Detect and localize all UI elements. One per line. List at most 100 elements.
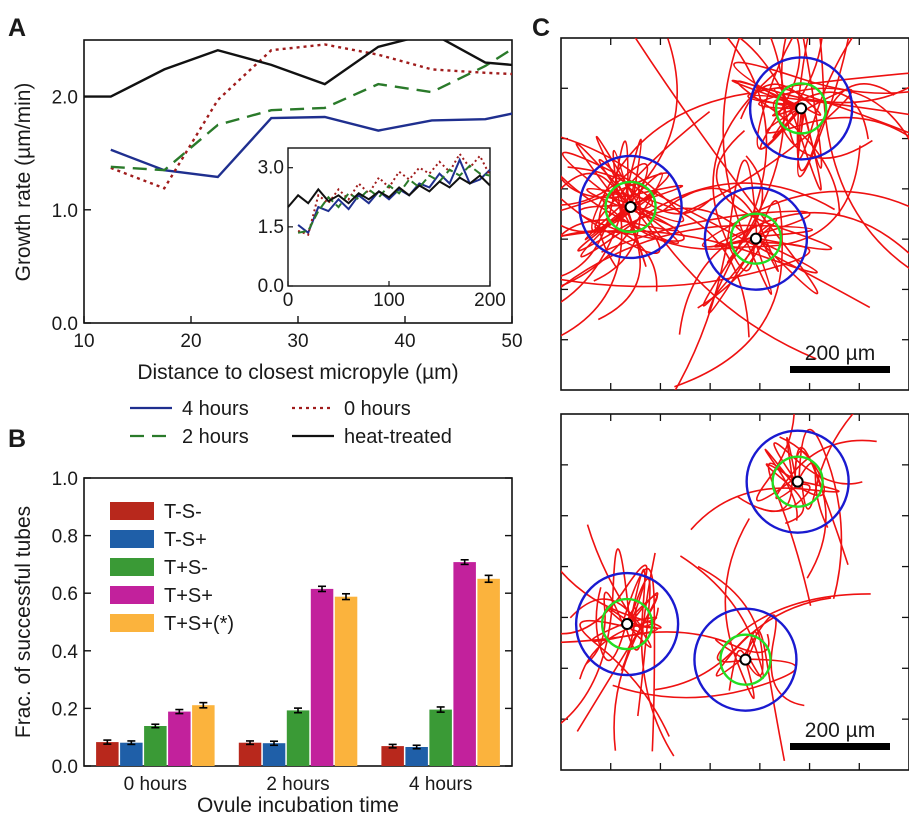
scale-bar-bottom (790, 743, 890, 750)
pollen-tube-trajectory (634, 38, 819, 295)
pollen-tube-trajectory (594, 110, 711, 230)
panel-b-category-label: 2 hours (266, 774, 329, 795)
panel-a-legend: 4 hours 0 hours 2 hours heat-treated (130, 398, 452, 448)
pollen-tube-trajectory (674, 159, 758, 390)
legend-label-t-s: T+S+ (164, 585, 213, 607)
pollen-tube-trajectory (798, 428, 843, 600)
legend-label-0-hours: 0 hours (344, 398, 411, 420)
micropyle-marker (624, 200, 637, 213)
legend-label-t-s: T+S+(*) (164, 613, 234, 635)
pollen-tube-trajectory (561, 172, 647, 267)
pollen-tube-trajectory (674, 200, 783, 388)
panel-b-y-tick-label: 0.6 (52, 584, 78, 605)
pollen-tube-trajectory (622, 568, 656, 752)
bar-t-s-2-hours (334, 596, 358, 766)
ovule-middle (693, 607, 798, 712)
inset-series-line-0-hours (297, 152, 491, 237)
bar-t-s-4-hours (381, 746, 404, 766)
error-bar-t-s-2-hours (246, 740, 254, 746)
pollen-tube-trajectory (578, 204, 658, 292)
series-line-heat-treated (84, 40, 512, 98)
outer-ring (745, 429, 850, 534)
panel-b-category-label: 0 hours (124, 774, 187, 795)
error-bar-t-s-4-hours (388, 743, 397, 749)
bar-t-s-2-hours (310, 588, 334, 766)
inset-series-line-heat-treated (287, 174, 491, 208)
pollen-tube-trajectory (738, 38, 822, 191)
panel-b-y-tick-label: 0.4 (52, 642, 79, 663)
error-bar-t-s-2-hours (294, 707, 302, 714)
bar-t-s-0-hours (144, 726, 167, 766)
series-line-4-hours (110, 112, 512, 179)
pollen-tube-trajectory (697, 565, 764, 677)
pollen-tube-trajectory (561, 625, 659, 644)
bar-t-s-2-hours (286, 710, 310, 766)
panel-c-top-map: 200 µm (560, 37, 909, 391)
legend-label-2-hours: 2 hours (182, 426, 249, 448)
pollen-tube-trajectory (561, 229, 818, 274)
legend-label-t-s: T+S- (164, 557, 208, 579)
panel-a-series (84, 40, 512, 190)
micropyle-marker (795, 102, 808, 115)
panel-a-y-tick-label: 0.0 (52, 314, 78, 335)
panel-b-axes: 0.0 0.2 0.4 0.6 0.8 1.0 0 hours 2 hours 4 hours (52, 469, 512, 795)
pollen-tube-trajectory (736, 80, 841, 217)
legend-swatch-t-s (110, 586, 154, 604)
panel-a-y-axis-label: Growth rate (µm/min) (12, 83, 35, 282)
outer-ring (693, 607, 798, 712)
outer-ring (578, 154, 683, 260)
pollen-tube-trajectory (654, 631, 758, 691)
micropyle-marker (739, 653, 752, 666)
pollen-tube-trajectory (561, 208, 678, 237)
panel-b-bars (96, 558, 500, 766)
series-line-2-hours (110, 48, 512, 172)
panel-a-x-axis-label: Distance to closest micropyle (µm) (137, 361, 458, 384)
panel-b-legend: T-S- T-S+ T+S- T+S+ T+S+(*) (110, 501, 234, 635)
pollen-tube-trajectory (802, 38, 823, 169)
panel-b-y-tick-label: 0.8 (52, 527, 78, 548)
pollen-tube-trajectory (586, 187, 750, 338)
legend-swatch-t-s (110, 530, 154, 548)
inner-ring (604, 180, 657, 234)
pollen-tube-trajectory (749, 94, 909, 116)
bar-t-s-4-hours (453, 562, 476, 766)
panel-b-y-tick-label: 1.0 (52, 469, 78, 490)
inner-ring (600, 597, 654, 651)
outer-ring (703, 186, 809, 291)
bar-t-s-0-hours (192, 705, 215, 766)
scale-bar-top-label: 200 µm (805, 342, 875, 365)
panel-b-bar-chart: 0.00.20.40.60.81.00 hours 2 hours 4 hours … (12, 469, 513, 817)
panel-a-x-tick-label: 50 (501, 331, 522, 352)
panel-a-line-chart: 10 20 30 40 50 0.0 1.0 2.0 0 100 200 0.0 1.5 3.0 Dis… (12, 39, 523, 448)
pollen-tube-trajectory (796, 83, 895, 172)
ovule-top-right (745, 429, 850, 534)
pollen-tube-trajectory (742, 614, 805, 707)
pollen-tube-trajectory (561, 136, 685, 223)
pollen-tube-trajectory (561, 176, 684, 206)
pollen-tube-trajectory (731, 79, 909, 107)
panel-a-x-tick-label: 10 (73, 331, 94, 352)
pollen-tube-trajectory (628, 578, 651, 717)
panel-c-trajectory-maps: 200 µm 200 µm (560, 37, 909, 771)
error-bar-t-s-0-hours (175, 708, 184, 715)
panel-b-y-tick-label: 0.2 (52, 699, 78, 720)
error-bar-t-s-4-hours (436, 706, 445, 713)
bar-t-s-2-hours (262, 743, 286, 766)
panel-a-y-tick-label: 2.0 (52, 88, 78, 109)
panel-c-top-ticks (561, 38, 909, 390)
pollen-tube-trajectory (773, 442, 863, 486)
panel-label-b: B (8, 425, 26, 453)
bar-t-s-4-hours (405, 747, 428, 766)
bar-t-s-0-hours (120, 742, 143, 766)
scale-bar-top (790, 366, 890, 373)
legend-swatch-t-s (110, 614, 154, 632)
series-line-0-hours (110, 43, 512, 190)
pollen-tube-trajectory (765, 463, 805, 525)
error-bar-t-s-0-hours (127, 740, 136, 746)
pollen-tube-trajectory (796, 38, 850, 178)
inset-series-line-4-hours (297, 157, 491, 235)
error-bar-t-s-4-hours (412, 744, 421, 750)
inner-ring (729, 212, 783, 265)
panel-b-y-axis-label: Frac. of successful tubes (12, 506, 35, 738)
